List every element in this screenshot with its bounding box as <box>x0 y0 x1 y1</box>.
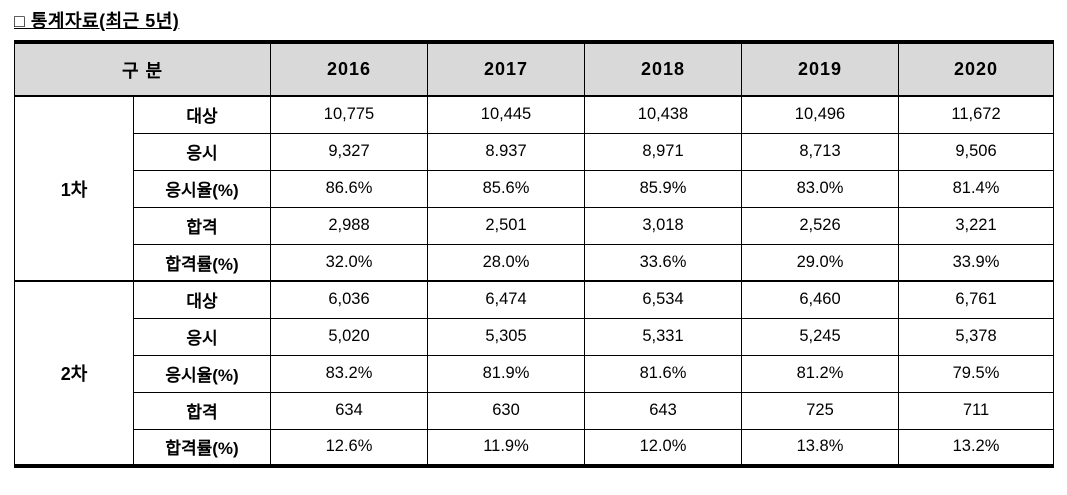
row-label: 합격률(%) <box>133 243 271 282</box>
statistics-table: 구 분 2016 2017 2018 2019 2020 1차 대상 10,77… <box>14 40 1054 468</box>
data-cell: 83.2% <box>270 354 428 393</box>
column-header-year-2016: 2016 <box>270 41 428 97</box>
table-row: 합격 634 630 643 725 711 <box>15 391 1054 430</box>
table-row: 합격률(%) 32.0% 28.0% 33.6% 29.0% 33.9% <box>15 243 1054 282</box>
data-cell: 9,506 <box>898 132 1054 171</box>
data-cell: 12.6% <box>270 428 428 467</box>
column-header-year-2017: 2017 <box>427 41 585 97</box>
data-cell: 81.2% <box>741 354 899 393</box>
page-title: □ 통계자료(최근 5년) <box>14 11 180 31</box>
row-label: 응시 <box>133 132 271 171</box>
data-cell: 13.2% <box>898 428 1054 467</box>
data-cell: 12.0% <box>584 428 742 467</box>
table-row: 합격률(%) 12.6% 11.9% 12.0% 13.8% 13.2% <box>15 428 1054 467</box>
data-cell: 5,245 <box>741 317 899 356</box>
data-cell: 13.8% <box>741 428 899 467</box>
column-header-year-2018: 2018 <box>584 41 742 97</box>
data-cell: 10,445 <box>427 95 585 134</box>
column-header-year-2019: 2019 <box>741 41 899 97</box>
data-cell: 5,331 <box>584 317 742 356</box>
data-cell: 86.6% <box>270 169 428 208</box>
data-cell: 10,496 <box>741 95 899 134</box>
data-cell: 11,672 <box>898 95 1054 134</box>
data-cell: 85.9% <box>584 169 742 208</box>
table-row: 응시율(%) 83.2% 81.9% 81.6% 81.2% 79.5% <box>15 354 1054 393</box>
data-cell: 85.6% <box>427 169 585 208</box>
data-cell: 2,526 <box>741 206 899 245</box>
row-label: 합격 <box>133 206 271 245</box>
data-cell: 8.937 <box>427 132 585 171</box>
data-cell: 5,020 <box>270 317 428 356</box>
data-cell: 6,761 <box>898 280 1054 319</box>
data-cell: 81.6% <box>584 354 742 393</box>
data-cell: 11.9% <box>427 428 585 467</box>
data-cell: 79.5% <box>898 354 1054 393</box>
data-cell: 8,713 <box>741 132 899 171</box>
data-cell: 10,775 <box>270 95 428 134</box>
data-cell: 6,460 <box>741 280 899 319</box>
row-label: 합격률(%) <box>133 428 271 467</box>
table-row: 응시 9,327 8.937 8,971 8,713 9,506 <box>15 132 1054 171</box>
table-row: 응시율(%) 86.6% 85.6% 85.9% 83.0% 81.4% <box>15 169 1054 208</box>
data-cell: 28.0% <box>427 243 585 282</box>
data-cell: 2,988 <box>270 206 428 245</box>
data-cell: 2,501 <box>427 206 585 245</box>
row-label: 응시율(%) <box>133 169 271 208</box>
data-cell: 6,474 <box>427 280 585 319</box>
data-cell: 81.4% <box>898 169 1054 208</box>
column-header-category: 구 분 <box>14 41 271 97</box>
data-cell: 711 <box>898 391 1054 430</box>
table-row: 응시 5,020 5,305 5,331 5,245 5,378 <box>15 317 1054 356</box>
column-header-year-2020: 2020 <box>898 41 1054 97</box>
data-cell: 3,018 <box>584 206 742 245</box>
data-cell: 643 <box>584 391 742 430</box>
row-label: 합격 <box>133 391 271 430</box>
data-cell: 3,221 <box>898 206 1054 245</box>
data-cell: 725 <box>741 391 899 430</box>
data-cell: 630 <box>427 391 585 430</box>
data-cell: 634 <box>270 391 428 430</box>
data-cell: 6,534 <box>584 280 742 319</box>
table-row: 합격 2,988 2,501 3,018 2,526 3,221 <box>15 206 1054 245</box>
table-row: 2차 대상 6,036 6,474 6,534 6,460 6,761 <box>14 280 1054 467</box>
data-cell: 32.0% <box>270 243 428 282</box>
row-label: 대상 <box>133 95 271 134</box>
row-label: 대상 <box>133 280 271 319</box>
data-cell: 8,971 <box>584 132 742 171</box>
table-row: 1차 대상 10,775 10,445 10,438 10,496 11,672 <box>14 95 1054 282</box>
data-cell: 5,378 <box>898 317 1054 356</box>
row-group-label-round2: 2차 <box>14 280 134 467</box>
row-group-label-round1: 1차 <box>14 95 134 282</box>
data-cell: 33.9% <box>898 243 1054 282</box>
data-cell: 29.0% <box>741 243 899 282</box>
header-row: 구 분 2016 2017 2018 2019 2020 <box>14 41 1054 97</box>
data-cell: 6,036 <box>270 280 428 319</box>
data-cell: 5,305 <box>427 317 585 356</box>
row-label: 응시 <box>133 317 271 356</box>
data-cell: 10,438 <box>584 95 742 134</box>
row-label: 응시율(%) <box>133 354 271 393</box>
data-cell: 9,327 <box>270 132 428 171</box>
data-cell: 33.6% <box>584 243 742 282</box>
data-cell: 81.9% <box>427 354 585 393</box>
data-cell: 83.0% <box>741 169 899 208</box>
